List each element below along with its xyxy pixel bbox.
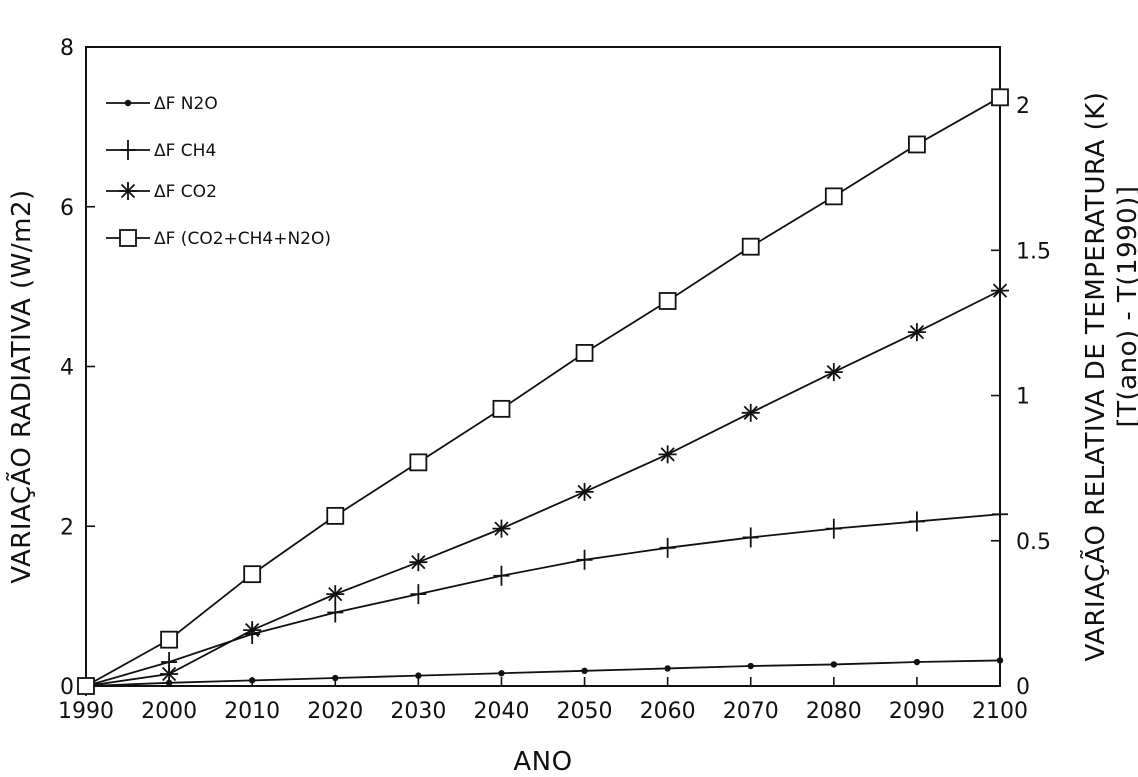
- legend: ΔF N2O ΔF CH4 ΔF CO2 ΔF (CO2+CH4+N2O): [106, 94, 331, 249]
- plot-frame: [85, 46, 1001, 687]
- series-line: [85, 289, 1001, 687]
- series-line: [85, 659, 1001, 687]
- data-point-marker: [908, 511, 925, 532]
- y2-tick-label: 2: [1016, 94, 1030, 119]
- data-point-marker: [332, 674, 339, 682]
- x-tick-label: 2040: [473, 699, 529, 724]
- data-point-marker: [326, 585, 345, 604]
- data-point-marker: [991, 88, 1009, 107]
- axes: [85, 46, 1001, 687]
- y-tick-label: 4: [60, 356, 74, 381]
- data-point-marker: [824, 363, 843, 382]
- x-tick-label: 2080: [806, 699, 862, 724]
- data-point-marker: [326, 506, 345, 525]
- data-point-marker: [498, 670, 505, 677]
- data-point-marker: [908, 135, 926, 154]
- data-point-marker: [243, 621, 262, 640]
- data-point-marker: [575, 482, 594, 501]
- x-tick-label: 1990: [58, 699, 114, 724]
- y2-axis-title: VARIAÇÃO RELATIVA DE TEMPERATURA (K): [1079, 92, 1111, 662]
- data-point-marker: [658, 292, 677, 310]
- data-point-marker: [243, 565, 262, 584]
- data-point-marker: [581, 667, 588, 675]
- data-point-marker: [741, 403, 760, 422]
- y-tick-label: 2: [60, 515, 74, 540]
- data-point-marker: [907, 323, 926, 342]
- data-point-marker: [830, 661, 838, 668]
- data-point-marker: [493, 565, 510, 586]
- x-tick-label: 2060: [640, 699, 696, 724]
- data-point-marker: [659, 537, 676, 558]
- data-point-marker: [742, 527, 759, 548]
- series-2: [78, 504, 1008, 696]
- x-tick-label: 2020: [307, 699, 363, 724]
- x-tick-label: 2050: [557, 699, 613, 724]
- legend-item: ΔF CH4: [106, 140, 216, 161]
- data-point-marker: [575, 344, 594, 362]
- legend-label: ΔF CO2: [154, 182, 217, 202]
- data-point-marker: [492, 399, 511, 418]
- data-point-marker: [747, 662, 754, 670]
- data-point-marker: [119, 182, 137, 200]
- x-axis-ticks: 1990 2000 2010 2020 2030 2040 2050 2060 2070 2080…: [58, 677, 1028, 724]
- data-point-marker: [664, 665, 671, 672]
- data-point-marker: [741, 237, 760, 256]
- y-axis-title: VARIAÇÃO RADIATIVA (W/m2): [5, 189, 37, 583]
- data-point-marker: [415, 672, 422, 679]
- data-point-marker: [576, 549, 593, 570]
- data-point-marker: [77, 677, 95, 695]
- y2-axis-subtitle: [T(ano) - T(1990)]: [1113, 185, 1138, 427]
- series-4: [77, 88, 1009, 695]
- data-point-marker: [991, 281, 1009, 300]
- data-point-marker: [996, 657, 1004, 664]
- data-point-marker: [409, 453, 428, 472]
- data-point-marker: [824, 187, 843, 206]
- data-point-marker: [658, 445, 677, 464]
- x-tick-label: 2070: [723, 699, 779, 724]
- series-line: [85, 96, 1001, 687]
- x-tick-label: 2030: [390, 699, 446, 724]
- series-line: [85, 513, 1001, 687]
- y-tick-label: 8: [60, 36, 74, 61]
- y2-axis-ticks: 0 0.5 1 1.5 2: [991, 94, 1051, 700]
- data-point-marker: [160, 665, 179, 684]
- data-point-marker: [119, 229, 137, 247]
- y2-tick-label: 1.5: [1016, 239, 1051, 264]
- data-point-marker: [992, 504, 1008, 525]
- legend-item: ΔF N2O: [106, 94, 218, 114]
- series: [77, 88, 1009, 696]
- data-point-marker: [248, 677, 256, 684]
- legend-label: ΔF CH4: [154, 141, 216, 161]
- data-point-marker: [327, 602, 344, 623]
- x-tick-label: 2010: [224, 699, 280, 724]
- legend-item: ΔF (CO2+CH4+N2O): [106, 229, 331, 249]
- y2-tick-label: 0.5: [1016, 530, 1051, 555]
- data-point-marker: [410, 584, 427, 605]
- legend-label: ΔF (CO2+CH4+N2O): [154, 229, 331, 249]
- data-point-marker: [120, 140, 136, 160]
- legend-label: ΔF N2O: [154, 94, 218, 114]
- series-3: [77, 281, 1009, 695]
- y-tick-label: 6: [60, 196, 74, 221]
- y2-tick-label: 0: [1016, 675, 1030, 700]
- data-point-marker: [409, 553, 428, 572]
- data-point-marker: [492, 519, 511, 538]
- data-point-marker: [124, 99, 132, 107]
- x-tick-label: 2100: [972, 699, 1028, 724]
- data-point-marker: [913, 658, 921, 666]
- series-1: [82, 657, 1004, 690]
- y-tick-label: 0: [60, 675, 74, 700]
- y2-tick-label: 1: [1016, 385, 1030, 410]
- x-tick-label: 2000: [141, 699, 197, 724]
- y-axis-ticks: 0 2 4 6 8: [60, 36, 95, 700]
- x-tick-label: 2090: [889, 699, 945, 724]
- data-point-marker: [160, 630, 178, 649]
- x-axis-title: ANO: [513, 747, 572, 777]
- data-point-marker: [825, 518, 842, 539]
- legend-item: ΔF CO2: [106, 182, 217, 202]
